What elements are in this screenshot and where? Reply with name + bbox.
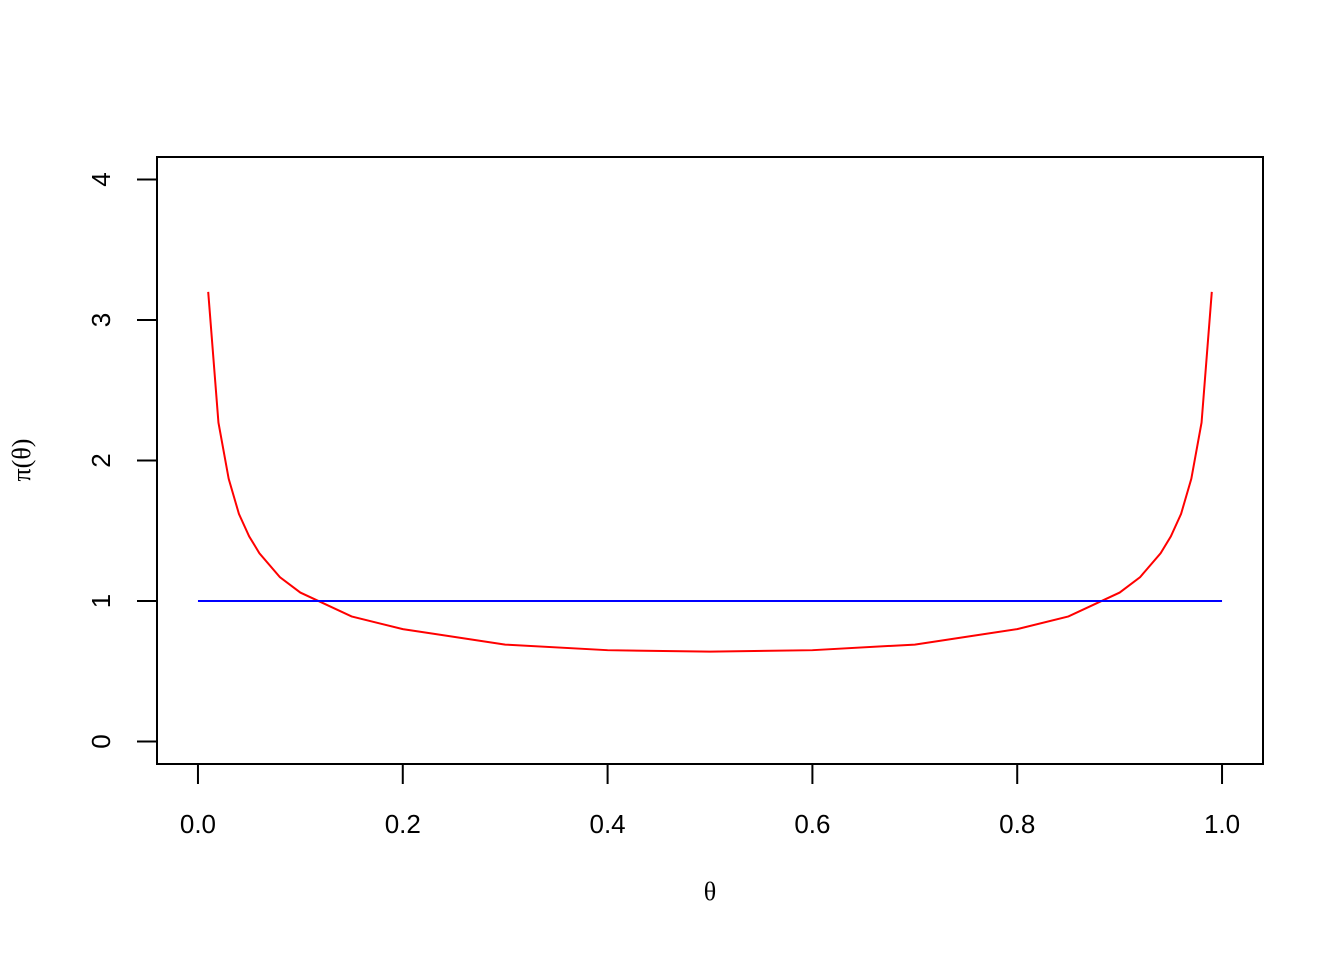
y-tick-label: 0 xyxy=(86,734,116,748)
x-tick-label: 0.8 xyxy=(999,809,1035,839)
plot-frame xyxy=(156,156,1264,765)
x-tick-label: 0.4 xyxy=(590,809,626,839)
data-line xyxy=(207,291,1213,653)
y-tick-label: 4 xyxy=(86,172,116,186)
y-tick-label: 3 xyxy=(86,313,116,327)
x-tick-label: 0.6 xyxy=(794,809,830,839)
y-axis-label: π(θ) xyxy=(7,439,36,482)
y-tick-label: 2 xyxy=(86,453,116,467)
x-tick-label: 0.0 xyxy=(180,809,216,839)
x-axis-label: θ xyxy=(704,877,716,906)
x-tick-label: 1.0 xyxy=(1204,809,1240,839)
y-tick-label: 1 xyxy=(86,594,116,608)
x-tick-label: 0.2 xyxy=(385,809,421,839)
